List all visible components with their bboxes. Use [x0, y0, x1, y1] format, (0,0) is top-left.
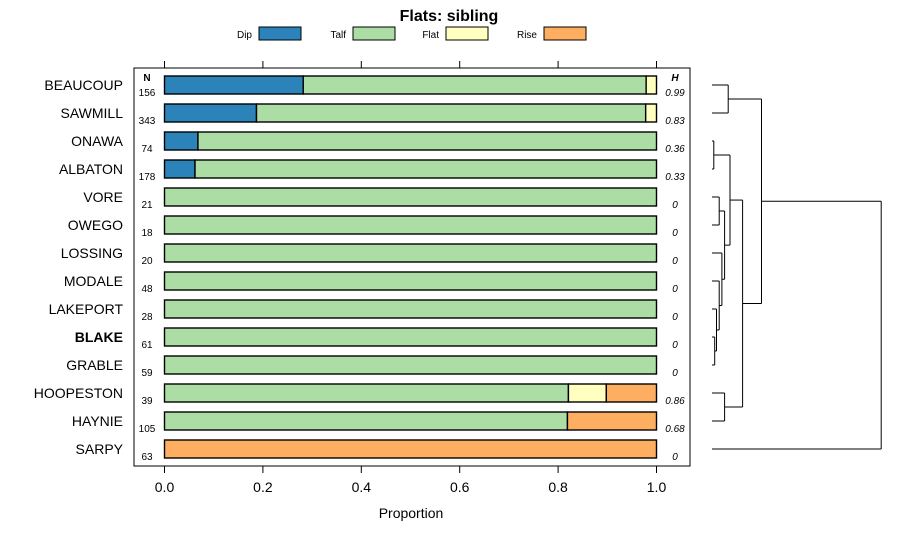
bar-segment-talf [163, 215, 658, 235]
n-value: 63 [141, 452, 153, 463]
n-value: 105 [139, 424, 156, 435]
bar-segment-flat [644, 103, 658, 123]
h-value: 0 [672, 228, 678, 239]
n-value: 59 [141, 368, 153, 379]
x-tick-label: 0.2 [253, 479, 273, 495]
bar-segment-dip [163, 131, 199, 151]
bar-segment-talf [163, 271, 658, 291]
h-value: 0 [672, 340, 678, 351]
bars [163, 75, 658, 459]
row-label-blake: BLAKE [75, 329, 123, 345]
n-value: 343 [139, 116, 156, 127]
n-value: 28 [141, 312, 153, 323]
bar-segment-flat [645, 75, 658, 95]
legend-swatch-talf [352, 26, 396, 41]
row-label-sawmill: SAWMILL [61, 105, 124, 121]
legend-label-talf: Talf [330, 30, 346, 41]
row-label-haynie: HAYNIE [72, 413, 123, 429]
row-labels: BEAUCOUP SAWMILL ONAWA ALBATON VORE OWEGO LOSS… [34, 77, 124, 457]
h-header: H [671, 73, 679, 84]
bar-segment-talf [163, 299, 658, 319]
bar-segment-rise [605, 383, 658, 403]
bar-segment-talf [163, 383, 570, 403]
bar-segment-talf [302, 75, 647, 95]
h-value: 0.33 [665, 172, 685, 183]
row-label-grable: GRABLE [66, 357, 123, 373]
bar-segment-talf [163, 187, 658, 207]
row-label-vore: VORE [83, 189, 123, 205]
row-label-albaton: ALBATON [59, 161, 123, 177]
n-value: 39 [141, 396, 153, 407]
legend-label-flat: Flat [422, 30, 439, 41]
bar-segment-dip [163, 103, 258, 123]
legend-swatch-flat [445, 26, 489, 41]
row-label-modale: MODALE [64, 273, 123, 289]
h-value: 0.68 [665, 424, 685, 435]
row-label-sarpy: SARPY [76, 441, 124, 457]
legend-swatch-dip [258, 26, 302, 41]
h-value: 0 [672, 200, 678, 211]
h-value: 0 [672, 256, 678, 267]
plot-border [133, 67, 691, 467]
h-value: 0 [672, 284, 678, 295]
chart-title: Flats: sibling [400, 8, 499, 25]
n-value: 20 [141, 256, 153, 267]
x-tick-label: 0.4 [352, 479, 372, 495]
legend-label-rise: Rise [517, 30, 537, 41]
row-label-lakeport: LAKEPORT [49, 301, 124, 317]
bar-segment-dip [163, 159, 196, 179]
h-value: 0 [672, 368, 678, 379]
x-tick-label: 0.8 [548, 479, 568, 495]
bar-segment-talf [163, 327, 658, 347]
bar-segment-talf [255, 103, 647, 123]
x-tick-label: 0.6 [450, 479, 470, 495]
n-value: 178 [139, 172, 156, 183]
n-value: 156 [139, 88, 156, 99]
n-value: 48 [141, 284, 153, 295]
legend-label-dip: Dip [237, 30, 252, 41]
bar-segment-talf [197, 131, 658, 151]
h-value: 0.86 [665, 396, 685, 407]
bar-segment-dip [163, 75, 304, 95]
bar-segment-rise [566, 411, 658, 431]
n-header: N [143, 73, 150, 84]
bar-segment-talf [163, 243, 658, 263]
h-value: 0.36 [665, 144, 685, 155]
bar-segment-talf [163, 411, 569, 431]
h-value: 0.99 [665, 88, 685, 99]
h-value: 0.83 [665, 116, 685, 127]
bar-segment-talf [194, 159, 658, 179]
bar-segment-rise [163, 439, 658, 459]
n-value: 74 [141, 144, 153, 155]
n-value: 21 [141, 200, 153, 211]
row-label-beaucoup: BEAUCOUP [44, 77, 123, 93]
h-value: 0 [672, 312, 678, 323]
bar-segment-talf [163, 355, 658, 375]
row-label-hoopeston: HOOPESTON [34, 385, 123, 401]
dendrogram [712, 84, 882, 450]
x-tick-label: 1.0 [647, 479, 667, 495]
n-value: 18 [141, 228, 153, 239]
plot-panel: N H 156 0.99 343 0.83 74 0.36 178 0.33 21 0 18 0 20 0… [133, 67, 691, 467]
h-value: 0 [672, 452, 678, 463]
row-label-lossing: LOSSING [61, 245, 123, 261]
x-tick-label: 0.0 [155, 479, 175, 495]
x-axis-label: Proportion [379, 505, 444, 521]
row-label-owego: OWEGO [68, 217, 123, 233]
legend: Dip Talf Flat Rise [237, 26, 587, 41]
n-value: 61 [141, 340, 153, 351]
x-axis: 0.0 0.2 0.4 0.6 0.8 1.0 [155, 61, 667, 495]
row-label-onawa: ONAWA [71, 133, 124, 149]
bar-segment-flat [567, 383, 608, 403]
legend-swatch-rise [543, 26, 587, 41]
